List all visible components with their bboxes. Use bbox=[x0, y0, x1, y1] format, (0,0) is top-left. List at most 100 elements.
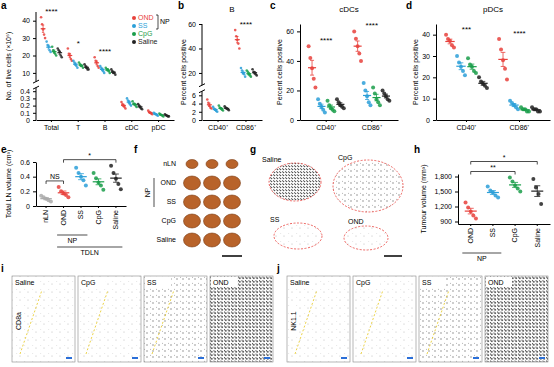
scale-bar bbox=[341, 357, 347, 359]
significance: * bbox=[503, 154, 506, 161]
chart-title: B bbox=[229, 5, 234, 14]
tick-mark bbox=[51, 120, 52, 122]
tick-label: 10 bbox=[22, 70, 30, 77]
x-tick: CD40⁺ bbox=[457, 120, 478, 131]
error-cap bbox=[365, 91, 369, 92]
tick-label: 10 bbox=[422, 95, 430, 102]
microscopy-image bbox=[144, 276, 207, 362]
tick-label: nLN bbox=[42, 210, 49, 223]
tick-mark bbox=[433, 77, 436, 78]
error-cap bbox=[329, 108, 333, 109]
tick-mark bbox=[297, 31, 300, 32]
tick-mark bbox=[326, 120, 327, 122]
x-tick: CD86⁺ bbox=[236, 120, 257, 131]
node-section-image bbox=[269, 163, 321, 201]
tick-label: CD86⁺ bbox=[236, 124, 257, 131]
y-tick: 6 bbox=[192, 92, 202, 99]
panel-letter: c bbox=[270, 0, 276, 11]
data-point bbox=[457, 60, 461, 64]
error-cap bbox=[53, 50, 55, 51]
tick-mark bbox=[470, 224, 471, 226]
data-point bbox=[496, 196, 500, 200]
legend-label: SS bbox=[138, 22, 148, 29]
region-boundary bbox=[152, 290, 174, 354]
label-bg bbox=[354, 277, 380, 287]
significance: * bbox=[77, 39, 80, 48]
group-line bbox=[57, 247, 122, 248]
y-tick: 0 bbox=[426, 117, 436, 124]
tick-mark bbox=[33, 206, 36, 207]
x-axis: ONDSSCpGSaline bbox=[459, 224, 551, 247]
tick-mark bbox=[433, 120, 436, 121]
x-tick: cDC bbox=[125, 120, 139, 131]
data-point bbox=[244, 75, 247, 78]
scale-bar bbox=[222, 255, 242, 257]
bracket bbox=[64, 160, 116, 163]
error-cap bbox=[42, 32, 44, 33]
error-cap bbox=[512, 103, 517, 104]
tick-label: OND bbox=[60, 210, 67, 226]
data-point bbox=[486, 185, 490, 189]
axis-line bbox=[203, 120, 263, 121]
mean-line bbox=[127, 102, 132, 103]
axis-line bbox=[301, 120, 399, 121]
marks bbox=[39, 164, 123, 204]
error-cap bbox=[338, 105, 342, 106]
image-panel-f: nLNONDSSCpGSalineNP bbox=[144, 160, 242, 257]
axis-line bbox=[300, 25, 301, 121]
data-point bbox=[474, 71, 478, 75]
panel-d: d010203040CD40⁺CD86⁺Percent cells positi… bbox=[406, 0, 551, 131]
tick-mark bbox=[98, 206, 99, 208]
error-cap bbox=[85, 66, 87, 67]
y-tick: 30 bbox=[422, 53, 436, 60]
error-cap bbox=[329, 105, 333, 106]
mean-line bbox=[336, 104, 344, 105]
panel-letter: f bbox=[134, 144, 138, 155]
tick-mark bbox=[199, 120, 202, 121]
lymph-node-image bbox=[186, 160, 198, 169]
data-point bbox=[109, 164, 113, 168]
x-tick: OND bbox=[60, 206, 67, 226]
scale-bar bbox=[384, 255, 402, 257]
error-cap bbox=[122, 104, 124, 105]
tick-label: CD86⁺ bbox=[510, 124, 531, 131]
data-point bbox=[237, 42, 240, 45]
mean-line bbox=[132, 104, 137, 105]
tick-label: 60 bbox=[188, 21, 196, 28]
tick-label: SS bbox=[77, 210, 84, 220]
tick-label: 6 bbox=[192, 92, 196, 99]
image-label: Saline bbox=[290, 279, 310, 286]
x-tick: OND bbox=[467, 224, 474, 244]
x-tick: CD86⁺ bbox=[510, 120, 531, 131]
scale-bar bbox=[539, 357, 545, 359]
lymph-node-image bbox=[184, 195, 201, 209]
data-point bbox=[508, 176, 512, 180]
mean-line bbox=[73, 64, 78, 65]
axis-line bbox=[436, 25, 437, 121]
axis-line bbox=[202, 91, 203, 120]
data-point bbox=[100, 66, 103, 69]
tick-mark bbox=[297, 90, 300, 91]
data-point bbox=[108, 72, 111, 75]
scale-bar bbox=[264, 357, 270, 359]
image-label: OND bbox=[213, 279, 229, 286]
data-point bbox=[73, 61, 76, 64]
tick-mark bbox=[455, 222, 458, 223]
significance: **** bbox=[513, 29, 525, 38]
bracket bbox=[46, 181, 63, 184]
data-point bbox=[84, 183, 88, 187]
error-cap bbox=[128, 103, 130, 104]
error-cap bbox=[122, 106, 124, 107]
y-axis: 0204060 bbox=[286, 25, 300, 124]
image-label: SS bbox=[147, 279, 157, 286]
tick-mark bbox=[81, 206, 82, 208]
data-point bbox=[505, 77, 509, 81]
tick-label: 20 bbox=[422, 74, 430, 81]
data-point bbox=[307, 44, 311, 48]
x-tick: Saline bbox=[533, 224, 540, 247]
data-point bbox=[354, 37, 358, 41]
error-cap bbox=[534, 196, 540, 197]
y-tick: 1,800 bbox=[434, 173, 458, 180]
microscopy-image bbox=[78, 276, 141, 362]
microscopy-image bbox=[287, 276, 350, 362]
